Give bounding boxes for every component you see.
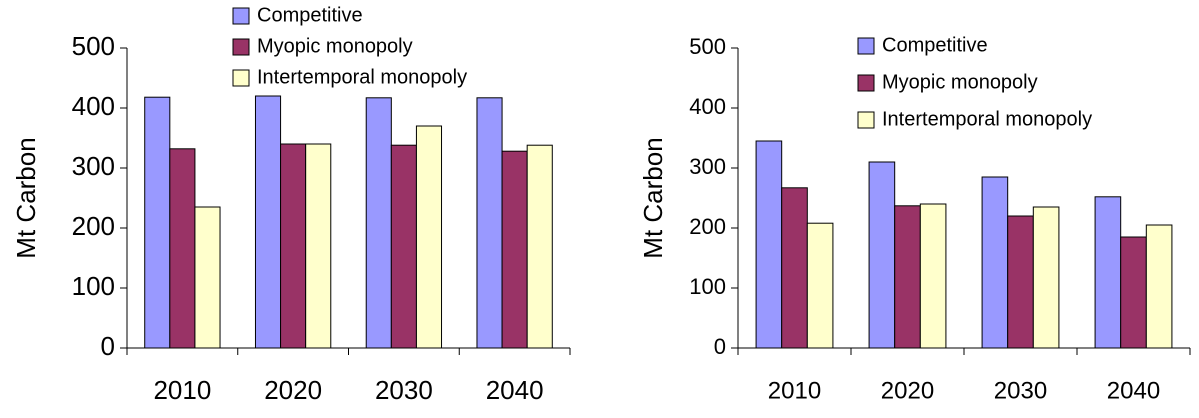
y-tick-label: 100: [689, 274, 726, 299]
x-tick-label: 2020: [881, 377, 934, 404]
y-tick-label: 0: [101, 331, 115, 361]
legend-label: Competitive: [257, 4, 363, 26]
legend-label: Myopic monopoly: [257, 35, 413, 57]
bar: [1094, 196, 1122, 349]
bar: [755, 140, 783, 349]
x-tick-label: 2020: [264, 375, 322, 405]
bar: [365, 97, 392, 349]
bar: [476, 97, 503, 349]
y-tick-label: 400: [689, 94, 726, 119]
x-tick-label: 2040: [1107, 377, 1160, 404]
bar: [806, 222, 834, 349]
y-tick-label: 0: [714, 334, 726, 359]
x-tick-label: 2030: [375, 375, 433, 405]
x-tick-label: 2010: [153, 375, 211, 405]
bar: [390, 144, 417, 349]
y-tick-label: 400: [72, 91, 115, 121]
y-axis-title: Mt Carbon: [11, 137, 41, 258]
bar: [868, 161, 896, 349]
y-axis-title: Mt Carbon: [638, 137, 668, 258]
bar: [280, 143, 307, 349]
legend-swatch: [857, 111, 875, 129]
y-tick-label: 200: [72, 211, 115, 241]
x-tick-label: 2010: [768, 377, 821, 404]
bar: [144, 96, 171, 349]
legend-swatch: [857, 74, 875, 92]
y-tick-label: 300: [72, 151, 115, 181]
bar: [894, 205, 921, 349]
bar: [1032, 206, 1060, 349]
legend-swatch: [232, 7, 250, 25]
bar: [1145, 224, 1173, 349]
bar: [501, 150, 528, 349]
legend-label: Competitive: [882, 34, 988, 56]
bar: [919, 203, 947, 349]
bar: [169, 148, 196, 349]
y-tick-label: 500: [689, 34, 726, 59]
bar: [1007, 215, 1034, 349]
legend-label: Myopic monopoly: [882, 71, 1038, 93]
y-tick-label: 500: [72, 31, 115, 61]
bar: [526, 144, 553, 349]
bar: [781, 187, 808, 349]
x-tick-label: 2030: [994, 377, 1047, 404]
y-tick-label: 100: [72, 271, 115, 301]
bar: [194, 206, 221, 349]
bar: [415, 125, 443, 349]
legend-swatch: [232, 69, 250, 87]
bar: [305, 143, 332, 349]
bar: [981, 176, 1009, 349]
bar: [1120, 236, 1147, 349]
legend-swatch: [232, 38, 250, 56]
y-tick-label: 300: [689, 154, 726, 179]
x-tick-label: 2040: [486, 375, 544, 405]
legend-label: Intertemporal monopoly: [257, 66, 467, 88]
legend-label: Intertemporal monopoly: [882, 108, 1092, 130]
y-tick-label: 200: [689, 214, 726, 239]
bar: [254, 95, 282, 349]
legend-swatch: [857, 37, 875, 55]
